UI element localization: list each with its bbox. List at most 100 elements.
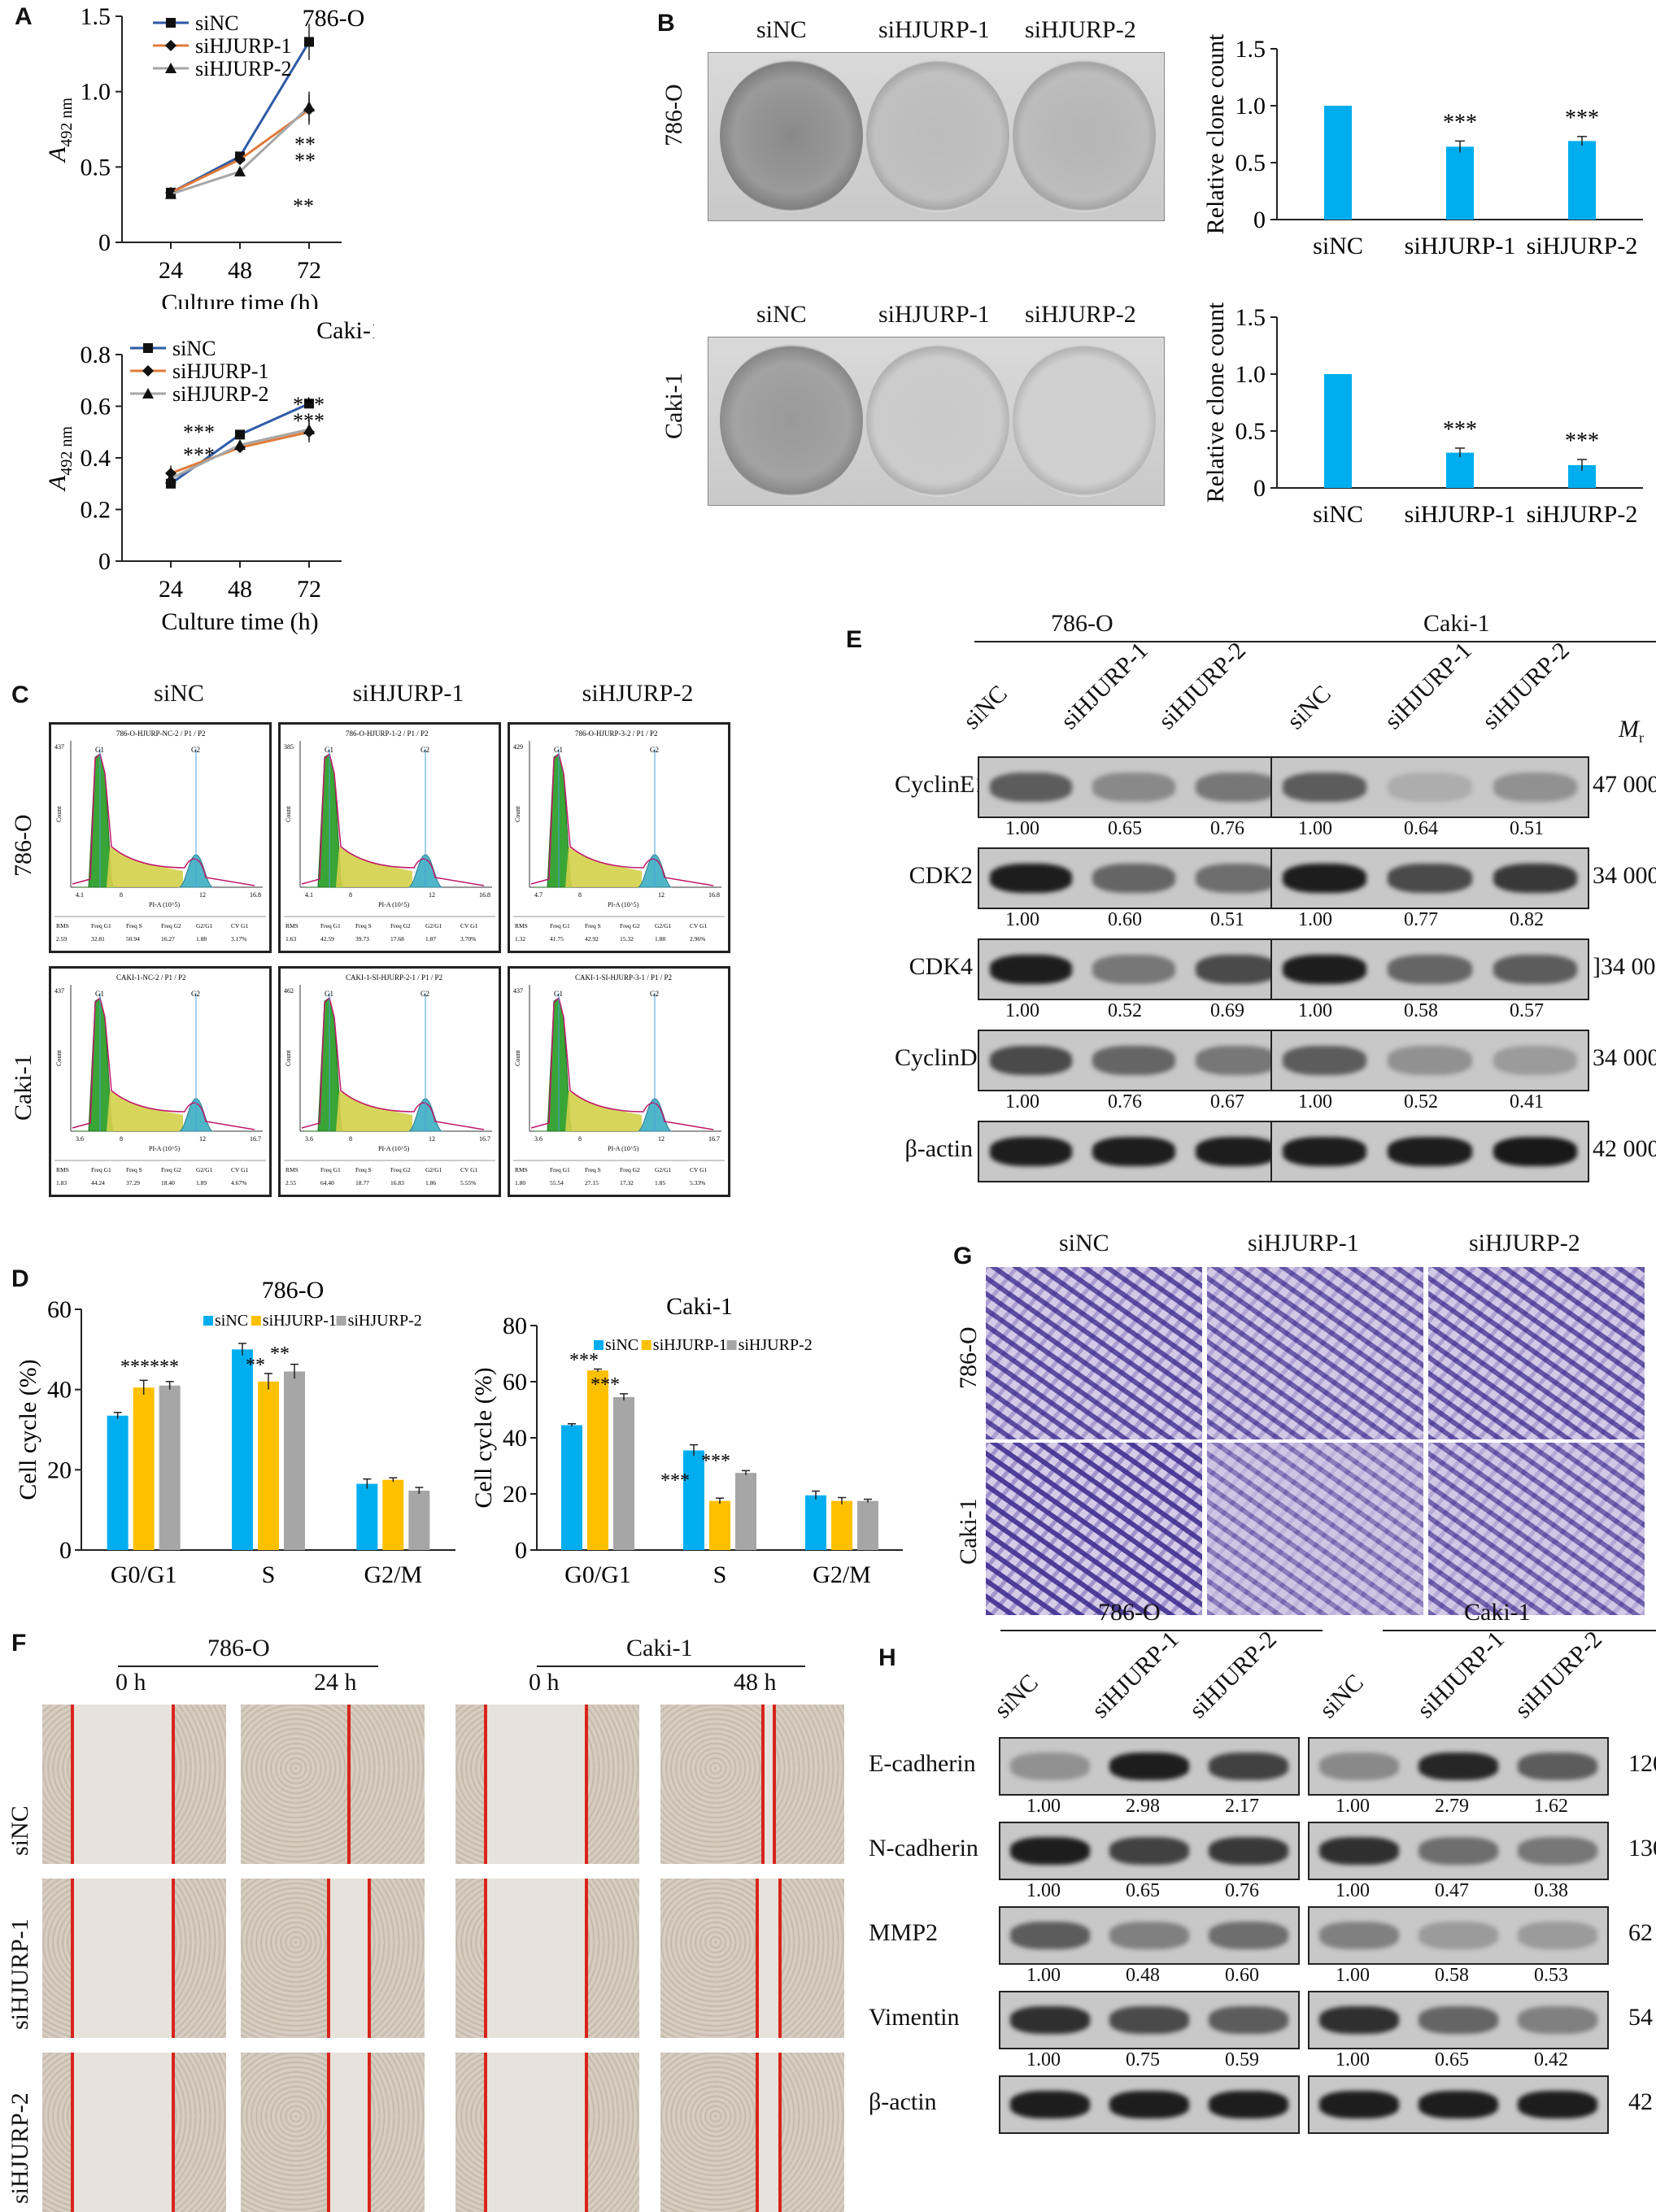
histogram-title: CAKI-1-SI-HJURP-2-1 / P1 / P2 (346, 973, 442, 982)
blot-786O (978, 1121, 1290, 1182)
blot-786O (999, 1906, 1300, 1965)
legend-label: siHJURP-1 (172, 359, 268, 383)
band (1319, 1922, 1399, 1949)
stats-header: RMS (56, 1166, 69, 1173)
lane-label: siNC (957, 680, 1013, 735)
stats-header: Freq S (126, 1166, 142, 1173)
legend-label: siHJURP-1 (263, 1312, 337, 1330)
scratch-edge-line (70, 1705, 74, 1864)
quant-value: 0.51 (1510, 818, 1544, 839)
y-tick-label: 0 (59, 1537, 72, 1564)
scratch-edge-line (778, 2053, 782, 2212)
y-tick-label: 40 (503, 1425, 527, 1452)
band (1493, 955, 1578, 984)
significance-mark: ** (246, 1355, 265, 1376)
plate-label-sihjurp2: siHJURP-2 (1025, 16, 1136, 43)
g1-label: G1 (325, 990, 333, 998)
band (1282, 773, 1367, 802)
stats-header: G2/G1 (196, 922, 213, 930)
wound-area (485, 1705, 587, 1864)
significance-mark: *** (1565, 429, 1599, 454)
y-tick-label: 0.8 (81, 342, 111, 368)
scratch-image (660, 2053, 844, 2212)
quant-value: 0.58 (1435, 1965, 1469, 1986)
stats-value: 1.88 (655, 935, 665, 943)
bar-siHJURP-1-G0/G1 (587, 1370, 608, 1550)
x-tick-label: 4.1 (76, 891, 84, 899)
g2-label: G2 (650, 746, 659, 754)
band (1196, 955, 1279, 984)
bar-siNC (1324, 374, 1352, 488)
protein-label: CyclinD1 (895, 1044, 990, 1071)
bar-siHJURP-2-G2/M (857, 1500, 878, 1550)
legend-label: siHJURP-2 (348, 1312, 422, 1330)
x-tick-label: 16.7 (479, 1135, 490, 1143)
quant-value: 0.53 (1534, 1965, 1568, 1986)
plate-label-sihjurp2: siHJURP-2 (1025, 301, 1136, 328)
protein-label: Vimentin (869, 2004, 960, 2031)
data-point (235, 429, 245, 440)
s-phase-area (107, 1091, 183, 1131)
quant-value: 1.00 (1005, 1091, 1039, 1113)
mr-value: ]34 000 (1593, 953, 1656, 980)
stats-header: Freq G2 (161, 922, 181, 930)
quant-value: 1.00 (1336, 1965, 1370, 1986)
x-tick-label: 12 (658, 1135, 665, 1143)
bar-siHJURP-1-G2/M (831, 1500, 852, 1550)
histogram: 786-O-HJURP-1-2 / P1 / P2 385 Count G1 G2 4.1… (284, 729, 495, 943)
x-tick-label: 4.7 (534, 891, 543, 899)
blot-786O (999, 2075, 1300, 2134)
data-point (234, 165, 246, 176)
row-label: 786-O (10, 814, 37, 877)
significance-mark: *** (590, 1374, 620, 1396)
significance-mark: *** (701, 1451, 730, 1472)
stats-value: 39.73 (355, 935, 369, 943)
header-line (1383, 1630, 1656, 1631)
x-tick-label: S (262, 1561, 276, 1588)
quant-value: 2.17 (1225, 1796, 1259, 1817)
chart-title: Caki-1 (666, 1293, 733, 1320)
stats-header: G2/G1 (425, 922, 442, 930)
stats-header: Freq S (355, 1166, 372, 1173)
histogram-title: 786-O-HJURP-3-2 / P1 / P2 (575, 729, 658, 738)
x-tick-label: 16.8 (708, 891, 720, 899)
stats-value: 18.77 (355, 1179, 369, 1187)
x-tick-label: G0/G1 (111, 1561, 177, 1588)
stats-value: 5.55% (460, 1179, 476, 1187)
x-axis-title: PI-A (10^5) (149, 1145, 181, 1152)
scratch-edge-line (327, 2053, 331, 2212)
significance-mark: *** (569, 1350, 599, 1371)
plate-image (708, 52, 1165, 221)
quant-value: 0.82 (1510, 909, 1544, 930)
wound-area (72, 1705, 174, 1864)
quant-value: 0.60 (1108, 909, 1142, 930)
mr-label: Mr (1619, 716, 1644, 746)
blot-caki1 (1270, 847, 1589, 909)
quant-value: 2.79 (1435, 1796, 1469, 1817)
plate-image (708, 337, 1165, 506)
stats-header: Freq G2 (620, 1166, 640, 1173)
band (1209, 1837, 1288, 1865)
stats-value: 44.24 (91, 1179, 105, 1187)
bar-siHJURP-2-S (735, 1473, 756, 1550)
x-tick-label: 8 (120, 891, 123, 899)
quant-value: 1.00 (1298, 1000, 1332, 1021)
lane-label: siHJURP-2 (1476, 637, 1575, 735)
y-tick-label: 0 (1253, 207, 1266, 233)
panel-letter-e: E (846, 626, 863, 653)
row-label: siNC (7, 1805, 33, 1856)
g1-label: G1 (325, 746, 333, 754)
band (1493, 1137, 1578, 1166)
stats-value: 2.59 (56, 935, 67, 943)
x-tick-label: 12 (658, 891, 665, 899)
x-tick-label: 72 (297, 257, 321, 284)
mr-value: 47 000 (1593, 771, 1656, 798)
lane-label: siHJURP-2 (1153, 637, 1251, 735)
row-label: Caki-1 (10, 1054, 37, 1121)
legend-marker (166, 18, 176, 28)
header-line (1000, 1630, 1323, 1631)
y-axis-title: Count (55, 806, 63, 822)
fit-curve (72, 996, 255, 1130)
legend-marker (142, 388, 154, 398)
x-tick-label: 12 (199, 1135, 206, 1143)
